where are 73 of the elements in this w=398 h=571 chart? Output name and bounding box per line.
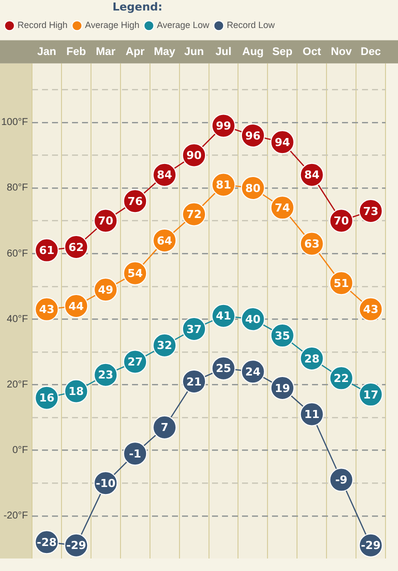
- data-label: -29: [360, 539, 381, 552]
- y-tick-label: 0°F: [12, 445, 28, 456]
- data-label: 27: [127, 356, 143, 369]
- data-label: 17: [363, 388, 378, 402]
- data-label: 64: [156, 234, 173, 248]
- data-label: 22: [334, 372, 349, 386]
- data-label: 43: [363, 303, 378, 316]
- data-label: -1: [128, 447, 142, 460]
- data-label: 72: [186, 208, 202, 222]
- data-label: 74: [274, 202, 290, 215]
- data-label: 84: [304, 168, 320, 182]
- data-label: -28: [36, 536, 57, 549]
- data-label: 7: [160, 421, 168, 434]
- data-label: 70: [98, 214, 114, 228]
- x-tick-label: Dec: [360, 46, 381, 58]
- data-label: 21: [186, 375, 202, 388]
- data-label: 54: [127, 267, 144, 280]
- data-label: 41: [216, 310, 232, 323]
- data-label: 24: [245, 365, 261, 378]
- x-tick-label: Sep: [272, 46, 293, 58]
- data-label: 40: [245, 313, 261, 326]
- data-label: 70: [334, 214, 350, 228]
- data-label: 84: [156, 168, 173, 182]
- legend-label: Average High: [85, 20, 140, 30]
- y-tick-label: 100°F: [1, 117, 28, 128]
- legend-label: Record Low: [226, 20, 276, 30]
- x-tick-label: Mar: [96, 46, 116, 58]
- data-label: 43: [39, 303, 54, 316]
- y-tick-label: 40°F: [6, 314, 28, 325]
- data-label: 23: [98, 368, 114, 382]
- x-tick-label: Apr: [126, 46, 146, 58]
- x-tick-label: Aug: [242, 46, 264, 58]
- data-label: 49: [98, 283, 114, 296]
- y-tick-label: 60°F: [6, 248, 28, 260]
- data-label: -9: [335, 474, 348, 487]
- y-tick-label: 80°F: [6, 182, 28, 194]
- data-label: -29: [66, 539, 86, 552]
- data-label: 37: [186, 322, 202, 336]
- data-label: 81: [216, 178, 232, 192]
- data-label: 73: [363, 204, 378, 218]
- x-tick-label: Jun: [184, 46, 204, 58]
- x-tick-label: Oct: [302, 46, 322, 58]
- data-label: 35: [274, 329, 290, 342]
- x-tick-label: Jan: [37, 46, 56, 58]
- point: [152, 415, 177, 440]
- data-label: 28: [304, 352, 320, 366]
- data-label: 76: [127, 194, 144, 208]
- x-tick-label: Nov: [330, 46, 353, 58]
- data-label: 96: [245, 129, 261, 142]
- data-label: 51: [334, 276, 349, 290]
- x-tick-label: Feb: [66, 46, 86, 58]
- data-label: 99: [216, 120, 232, 133]
- data-label: 94: [274, 136, 290, 149]
- y-tick-label: -20°F: [3, 510, 28, 522]
- x-tick-label: May: [154, 46, 176, 58]
- data-label: 16: [39, 392, 55, 405]
- data-label: 62: [68, 240, 84, 254]
- x-tick-label: Jul: [216, 46, 232, 58]
- legend-title: Legend:: [112, 0, 162, 14]
- data-label: 32: [156, 339, 172, 352]
- legend-label: Average Low: [156, 20, 210, 30]
- y-tick-label: 20°F: [6, 379, 28, 390]
- data-label: 19: [274, 382, 290, 395]
- data-label: 18: [68, 385, 84, 398]
- data-label: -10: [96, 476, 116, 490]
- data-label: 90: [186, 149, 202, 162]
- legend-label: Record High: [18, 20, 68, 30]
- data-label: 80: [245, 182, 261, 195]
- data-label: 25: [216, 362, 232, 376]
- data-label: 44: [68, 300, 84, 313]
- data-label: 11: [304, 408, 320, 422]
- data-label: 63: [304, 238, 320, 251]
- data-label: 61: [39, 244, 54, 258]
